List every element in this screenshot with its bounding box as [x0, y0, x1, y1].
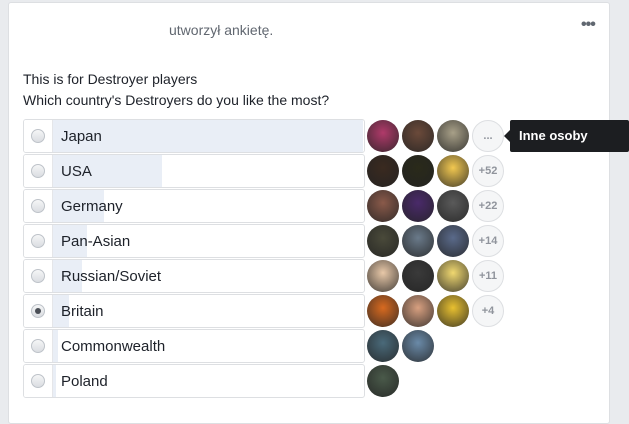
more-dots-icon[interactable]: •••: [581, 16, 596, 33]
radio-cell: [24, 120, 53, 152]
voter-avatars: +4: [367, 295, 504, 327]
tooltip-other-people: Inne osoby (154): [504, 120, 629, 175]
more-voters-button[interactable]: +14: [472, 225, 504, 257]
poll-option-poland[interactable]: Poland: [23, 364, 365, 398]
more-voters-button[interactable]: +11: [472, 260, 504, 292]
avatar[interactable]: [402, 330, 434, 362]
vote-bar: [53, 225, 88, 257]
avatar[interactable]: [367, 155, 399, 187]
vote-bar: [53, 260, 83, 292]
poll-option-germany[interactable]: Germany: [23, 189, 365, 223]
avatar[interactable]: [402, 225, 434, 257]
vote-bar: [53, 295, 69, 327]
more-voters-button[interactable]: ...: [472, 120, 504, 152]
avatar[interactable]: [437, 120, 469, 152]
post-header-text: utworzył ankietę.: [169, 22, 274, 38]
avatar[interactable]: [437, 155, 469, 187]
avatar[interactable]: [437, 295, 469, 327]
option-label: Japan: [61, 128, 102, 145]
more-voters-button[interactable]: +52: [472, 155, 504, 187]
radio-button[interactable]: [31, 129, 45, 143]
option-label: Poland: [61, 373, 108, 390]
avatar[interactable]: [402, 260, 434, 292]
voter-avatars: [367, 330, 434, 362]
poll-option-pan-asian[interactable]: Pan-Asian: [23, 224, 365, 258]
voter-avatars: [367, 365, 399, 397]
radio-button[interactable]: [31, 374, 45, 388]
question-line-2: Which country's Destroyers do you like t…: [23, 92, 330, 108]
voter-avatars: +14: [367, 225, 504, 257]
radio-button[interactable]: [31, 164, 45, 178]
radio-cell: [24, 155, 53, 187]
vote-bar: [53, 365, 57, 397]
avatar[interactable]: [402, 190, 434, 222]
voter-avatars: ...: [367, 120, 504, 152]
option-label: Germany: [61, 198, 123, 215]
poll-option-commonwealth[interactable]: Commonwealth: [23, 329, 365, 363]
vote-bar: [53, 120, 363, 152]
radio-button[interactable]: [31, 304, 45, 318]
avatar[interactable]: [402, 155, 434, 187]
avatar[interactable]: [437, 260, 469, 292]
avatar[interactable]: [402, 120, 434, 152]
option-label: Britain: [61, 303, 104, 320]
avatar[interactable]: [367, 225, 399, 257]
vote-bar: [53, 155, 162, 187]
avatar[interactable]: [367, 365, 399, 397]
vote-bar: [53, 190, 105, 222]
avatar[interactable]: [367, 260, 399, 292]
poll-option-russian-soviet[interactable]: Russian/Soviet: [23, 259, 365, 293]
poll-option-japan[interactable]: Japan: [23, 119, 365, 153]
voter-avatars: +11: [367, 260, 504, 292]
avatar[interactable]: [437, 190, 469, 222]
avatar[interactable]: [402, 295, 434, 327]
poll-option-usa[interactable]: USA: [23, 154, 365, 188]
voter-avatars: +22: [367, 190, 504, 222]
poll-question: This is for Destroyer players Which coun…: [23, 69, 329, 111]
avatar[interactable]: [437, 225, 469, 257]
radio-cell: [24, 190, 53, 222]
radio-cell: [24, 260, 53, 292]
question-line-1: This is for Destroyer players: [23, 71, 198, 87]
radio-cell: [24, 330, 53, 362]
radio-cell: [24, 295, 53, 327]
avatar[interactable]: [367, 330, 399, 362]
voter-avatars: +52: [367, 155, 504, 187]
avatar[interactable]: [367, 120, 399, 152]
option-label: Russian/Soviet: [61, 268, 162, 285]
avatar[interactable]: [367, 295, 399, 327]
option-label: Pan-Asian: [61, 233, 131, 250]
poll-option-britain[interactable]: Britain: [23, 294, 365, 328]
avatar[interactable]: [367, 190, 399, 222]
more-voters-button[interactable]: +22: [472, 190, 504, 222]
more-voters-button[interactable]: +4: [472, 295, 504, 327]
radio-button[interactable]: [31, 339, 45, 353]
radio-button[interactable]: [31, 269, 45, 283]
option-label: USA: [61, 163, 92, 180]
radio-cell: [24, 365, 53, 397]
radio-button[interactable]: [31, 234, 45, 248]
radio-button[interactable]: [31, 199, 45, 213]
radio-cell: [24, 225, 53, 257]
option-label: Commonwealth: [61, 338, 166, 355]
vote-bar: [53, 330, 58, 362]
